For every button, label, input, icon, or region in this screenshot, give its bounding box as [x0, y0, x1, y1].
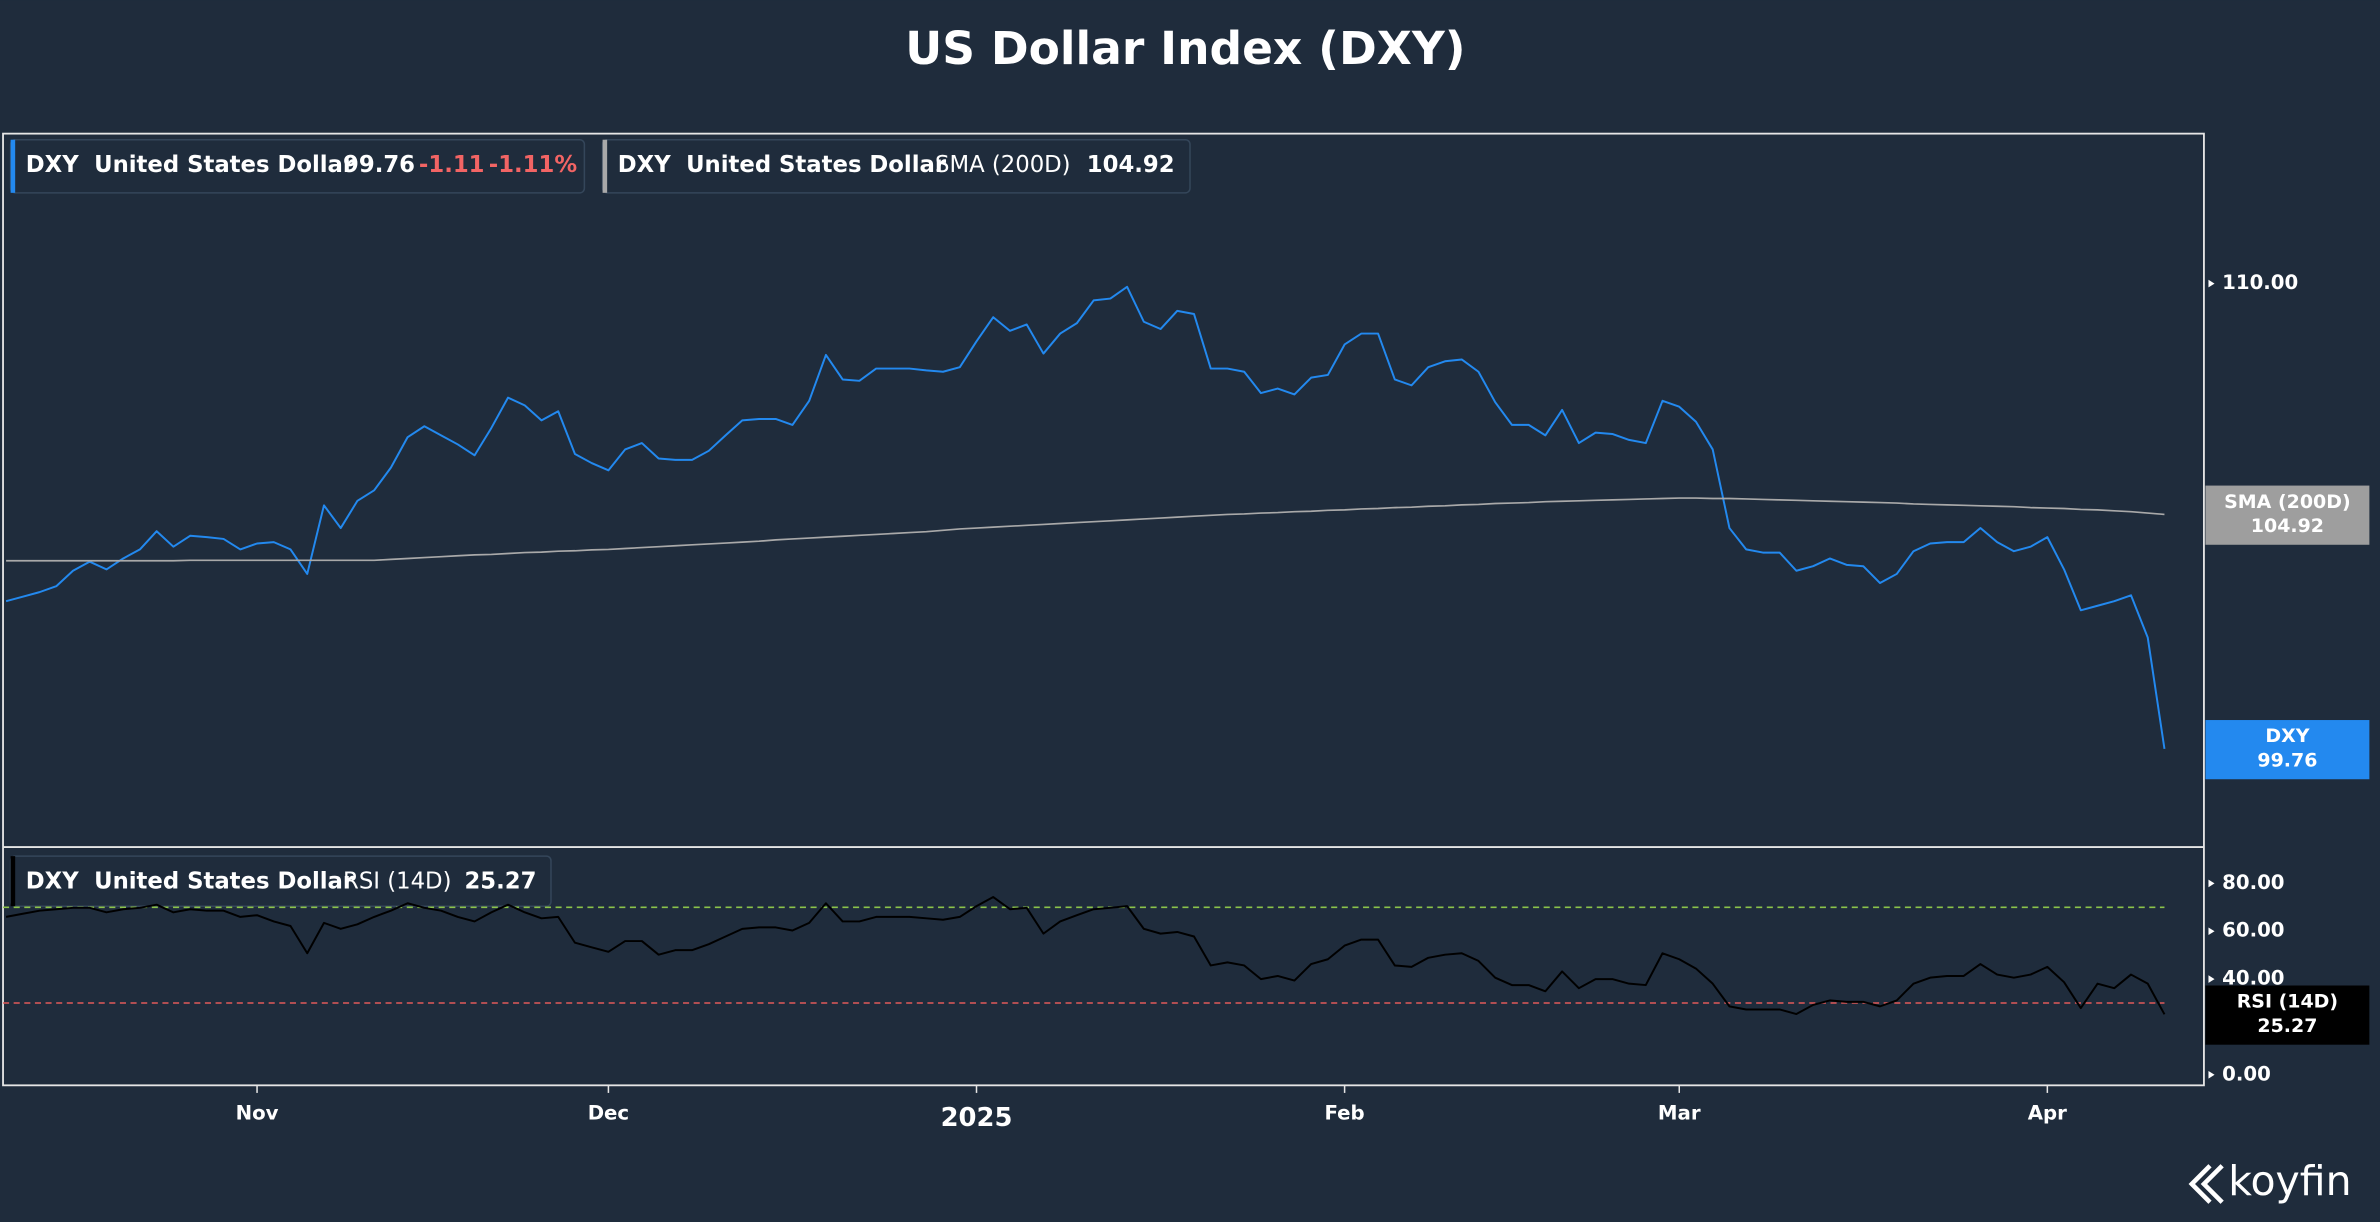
- legend-description: United States Dollar: [94, 868, 355, 894]
- legend-value: 25.27: [464, 868, 536, 894]
- value-badge: [2205, 720, 2370, 780]
- y2-tick-label: 80.00: [2222, 871, 2284, 894]
- value-badge: [2205, 485, 2370, 545]
- x-tick-label: Apr: [2028, 1102, 2067, 1125]
- badge-value: 25.27: [2257, 1015, 2317, 1037]
- legend-symbol: DXY: [26, 152, 79, 178]
- legend-dxy: DXY United States Dollar 99.76 -1.11 -1.…: [9, 138, 586, 194]
- x-tick-label: Dec: [588, 1102, 629, 1125]
- x-tick-label: Feb: [1325, 1102, 1365, 1125]
- legend-indicator: RSI (14D): [343, 868, 451, 894]
- y2-tick-label: 0.00: [2222, 1062, 2271, 1085]
- x-tick-label: Mar: [1658, 1102, 1701, 1125]
- value-badge: [2205, 985, 2370, 1045]
- chart-title: US Dollar Index (DXY): [905, 22, 1465, 75]
- y2-tick-mark: [2208, 879, 2215, 888]
- legend-swatch: [10, 139, 16, 193]
- y-tick-label: 110.00: [2222, 271, 2298, 294]
- legend-value: 99.76: [343, 152, 415, 178]
- brand-name: koyfin: [2228, 1157, 2351, 1205]
- series-line: [5, 896, 2166, 1016]
- plot-frame: [2, 132, 2205, 1087]
- y2-tick-label: 60.00: [2222, 919, 2284, 942]
- badge-value: 99.76: [2257, 750, 2317, 772]
- brand-logo: [2188, 1164, 2224, 1204]
- y2-tick-mark: [2208, 975, 2215, 983]
- legend-swatch: [10, 856, 16, 907]
- badge-name: DXY: [2265, 725, 2309, 747]
- legend-description: United States Dollar: [94, 152, 355, 178]
- legend-change: -1.11: [419, 152, 485, 178]
- legend-sma: DXY United States Dollar SMA (200D) 104.…: [601, 138, 1191, 194]
- legend-description: United States Dollar: [686, 152, 947, 178]
- y2-tick-label: 40.00: [2222, 967, 2284, 990]
- y-tick-mark: [2208, 279, 2215, 288]
- legend-symbol: DXY: [618, 152, 671, 178]
- badge-name: SMA (200D): [2224, 491, 2351, 513]
- series-line: [5, 285, 2166, 750]
- legend-change-pct: -1.11%: [489, 152, 578, 178]
- y2-tick-mark: [2208, 1071, 2215, 1079]
- x-tick-label: 2025: [941, 1103, 1013, 1133]
- legend-symbol: DXY: [26, 868, 79, 894]
- y2-tick-mark: [2208, 927, 2215, 936]
- badge-name: RSI (14D): [2237, 991, 2338, 1013]
- legend-value: 104.92: [1087, 152, 1175, 178]
- series-line: [6, 497, 2165, 562]
- brand: koyfin: [2188, 1157, 2352, 1205]
- legend-indicator: SMA (200D): [935, 152, 1071, 178]
- x-tick-label: Nov: [236, 1102, 279, 1125]
- legend-rsi: DXY United States Dollar RSI (14D) 25.27: [9, 855, 552, 907]
- legend-swatch: [602, 139, 608, 193]
- badge-value: 104.92: [2251, 515, 2324, 537]
